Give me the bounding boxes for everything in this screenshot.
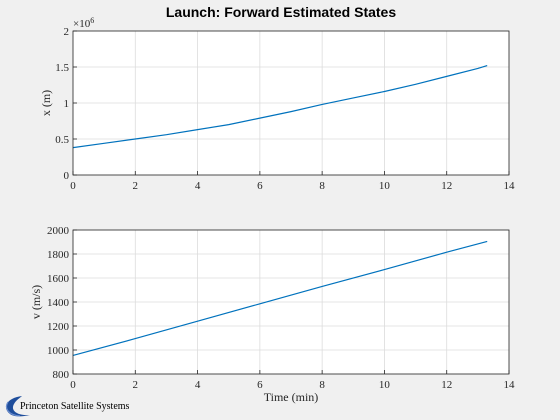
x-tick-label: 2 xyxy=(133,180,139,192)
figure-title: Launch: Forward Estimated States xyxy=(166,4,396,20)
y-tick-label: 0.5 xyxy=(55,134,69,146)
y-tick-label: 1.5 xyxy=(55,62,69,74)
x-tick-label: 8 xyxy=(319,379,325,391)
x-tick-label: 12 xyxy=(441,379,452,391)
y-tick-label: 1000 xyxy=(47,345,70,357)
y-tick-label: 1400 xyxy=(47,297,70,309)
x-tick-label: 14 xyxy=(504,379,516,391)
logo-swoosh-icon xyxy=(6,396,30,417)
princeton-satellite-systems-logo: Princeton Satellite Systems xyxy=(5,396,130,417)
y-tick-label: 0 xyxy=(64,170,70,182)
x-tick-label: 0 xyxy=(70,379,76,391)
y-tick-label: 2000 xyxy=(47,225,70,237)
y-tick-labels: 800 1000 1200 1400 1600 1800 2000 xyxy=(47,225,77,381)
x-tick-label: 4 xyxy=(195,180,201,192)
y-tick-label: 1600 xyxy=(47,273,70,285)
y-axis-label: x (m) xyxy=(39,90,53,116)
series-group xyxy=(72,240,488,356)
x-tick-label: 2 xyxy=(133,379,139,391)
y-tick-label: 1800 xyxy=(47,249,70,261)
x-tick-labels: 0 2 4 6 8 10 12 14 xyxy=(70,370,515,391)
x-tick-label: 4 xyxy=(195,379,201,391)
y-tick-label: 800 xyxy=(53,369,70,381)
x-tick-label: 12 xyxy=(441,180,452,192)
velocity-axes: 0 2 4 6 8 10 12 14 800100012001400160018002000 … xyxy=(29,225,515,404)
x-tick-label: 6 xyxy=(257,379,263,391)
logo-text: Princeton Satellite Systems xyxy=(20,401,130,412)
x-axis-label: Time (min) xyxy=(264,390,319,404)
position-axes: 0 2 4 6 8 10 12 14 0 0.5 1 1.5 2 x (m) ×106 xyxy=(39,16,515,192)
series-line xyxy=(72,240,488,356)
y-tick-labels: 0 0.5 1 1.5 2 xyxy=(55,26,77,182)
y-exponent-label: ×106 xyxy=(73,16,94,30)
series-line xyxy=(72,64,488,149)
y-tick-label: 2 xyxy=(64,26,70,38)
x-tick-label: 14 xyxy=(504,180,516,192)
logo-arc-icon xyxy=(5,401,21,417)
y-axis-label: v (m/s) xyxy=(29,285,43,319)
x-tick-label: 0 xyxy=(70,180,76,192)
x-tick-label: 10 xyxy=(379,180,391,192)
x-tick-label: 10 xyxy=(379,379,391,391)
x-tick-label: 8 xyxy=(319,180,325,192)
x-tick-label: 6 xyxy=(257,180,263,192)
y-tick-label: 1200 xyxy=(47,321,70,333)
x-tick-labels: 0 2 4 6 8 10 12 14 xyxy=(70,171,515,192)
series-group xyxy=(72,64,488,149)
y-tick-label: 1 xyxy=(64,98,70,110)
